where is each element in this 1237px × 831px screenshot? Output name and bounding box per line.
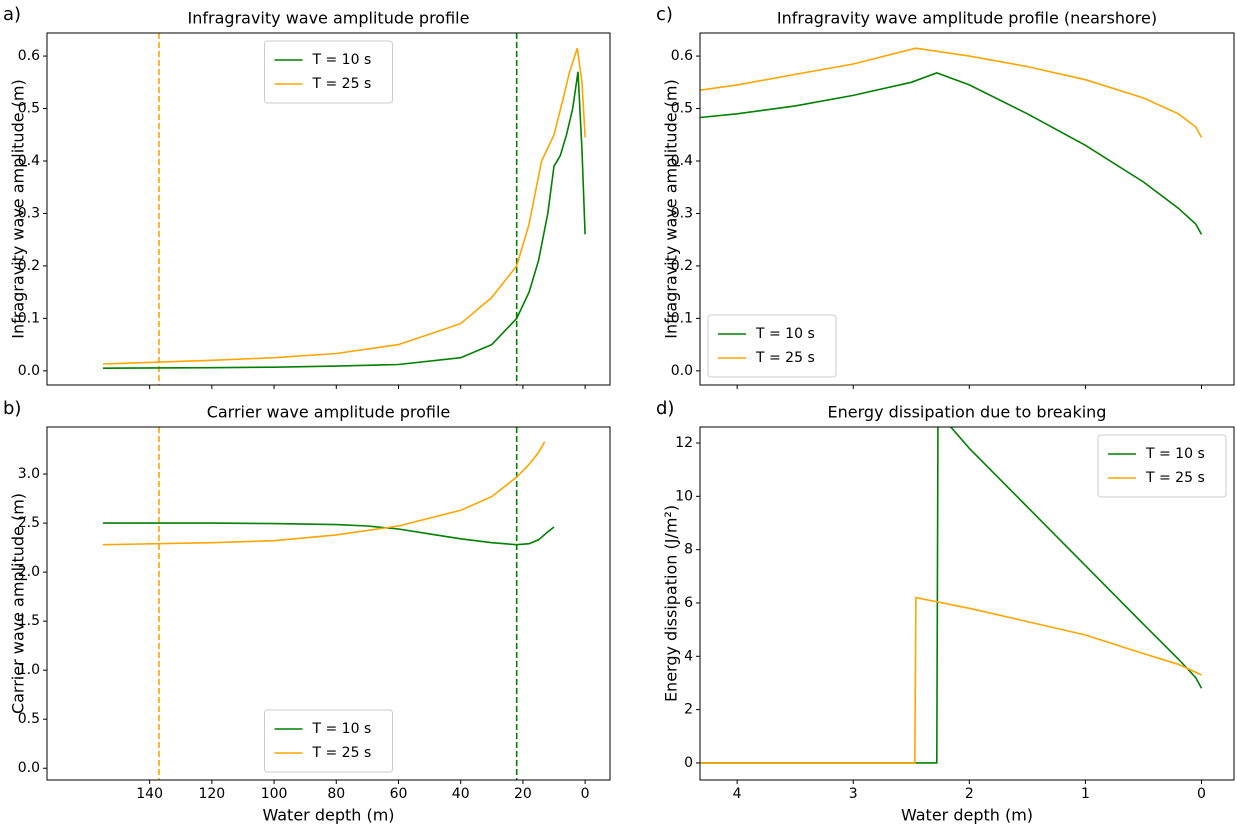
- legend-box: [264, 709, 393, 773]
- y-tick-label: 0.0: [671, 363, 693, 379]
- y-tick-label: 4: [684, 648, 693, 664]
- x-tick-label: 0: [1197, 786, 1206, 802]
- legend-label: T = 10 s: [312, 52, 372, 68]
- legend-box: [707, 314, 837, 378]
- y-tick-label: 2: [684, 702, 693, 718]
- y-tick-label: 3.0: [18, 466, 40, 482]
- subplot: a) Infragravity wave amplitude profile Inf…: [3, 4, 611, 389]
- subplot: b) Carrier wave amplitude profile Carrier …: [3, 398, 611, 825]
- x-tick-label: 20: [514, 786, 532, 802]
- x-axis-label: Water depth (m): [901, 806, 1033, 825]
- y-tick-label: 2.0: [18, 564, 40, 580]
- y-tick-label: 8: [684, 542, 693, 558]
- legend-label: T = 25 s: [755, 350, 815, 366]
- plot-area: [102, 427, 555, 780]
- panel-label: d): [656, 398, 674, 419]
- x-tick-label: 140: [136, 786, 163, 802]
- y-tick-label: 0: [684, 755, 693, 771]
- y-tick-label: 10: [675, 488, 693, 504]
- x-tick-label: 3: [849, 786, 858, 802]
- series-line: [700, 596, 1202, 764]
- x-tick-label: 100: [261, 786, 288, 802]
- legend-box: [264, 40, 393, 104]
- y-tick-label: 6: [684, 595, 693, 611]
- y-tick-label: 0.2: [671, 258, 693, 274]
- y-axis-label: Energy dissipation (J/m²): [662, 505, 681, 702]
- subplot-title: Infragravity wave amplitude profile (nea…: [777, 9, 1157, 28]
- y-tick-label: 0.0: [18, 363, 40, 379]
- legend-label: T = 25 s: [1145, 470, 1205, 486]
- y-tick-label: 1.0: [18, 662, 40, 678]
- legend-label: T = 10 s: [755, 326, 815, 342]
- subplot-title: Energy dissipation due to breaking: [828, 403, 1107, 422]
- legend-box: [1097, 434, 1227, 498]
- y-tick-label: 0.3: [671, 205, 693, 221]
- axes-frame: [46, 32, 611, 386]
- series-line: [103, 522, 555, 546]
- x-tick-label: 60: [390, 786, 408, 802]
- x-tick-label: 80: [327, 786, 345, 802]
- subplot: c) Infragravity wave amplitude profile (n…: [656, 4, 1235, 389]
- panel-label: c): [656, 4, 673, 25]
- series-line: [700, 72, 1203, 235]
- series-line: [102, 71, 586, 369]
- series-line: [102, 441, 546, 546]
- y-tick-label: 0.5: [671, 101, 693, 117]
- x-axis-label: Water depth (m): [262, 806, 394, 825]
- y-axis-label: Infragravity wave amplitude (m): [662, 79, 681, 338]
- axes-frame: [46, 426, 611, 781]
- subplot-title: Infragravity wave amplitude profile: [188, 9, 470, 28]
- y-tick-label: 0.5: [18, 711, 40, 727]
- legend-label: T = 25 s: [312, 745, 372, 761]
- series-line: [700, 47, 1203, 138]
- y-tick-label: 2.5: [18, 515, 40, 531]
- y-axis-label: Carrier wave amplitude (m): [9, 493, 28, 714]
- plot-area: [700, 427, 1203, 764]
- subplot: d) Energy dissipation due to breaking Ener…: [656, 398, 1235, 825]
- y-tick-label: 0.6: [671, 48, 693, 64]
- x-tick-label: 1: [1081, 786, 1090, 802]
- x-tick-label: 4: [733, 786, 742, 802]
- subplot-title: Carrier wave amplitude profile: [207, 403, 451, 422]
- y-axis-label: Infragravity wave amplitude (m): [9, 79, 28, 338]
- y-tick-label: 12: [675, 435, 693, 451]
- plot-area: [700, 47, 1203, 235]
- y-tick-label: 0.0: [18, 760, 40, 776]
- y-tick-label: 0.2: [18, 258, 40, 274]
- x-tick-label: 40: [452, 786, 470, 802]
- legend-label: T = 25 s: [312, 76, 372, 92]
- y-tick-label: 0.1: [18, 310, 40, 326]
- x-tick-label: 2: [965, 786, 974, 802]
- y-tick-label: 0.3: [18, 205, 40, 221]
- y-tick-label: 0.4: [671, 153, 693, 169]
- panel-label: b): [3, 398, 21, 419]
- y-tick-label: 0.5: [18, 101, 40, 117]
- plot-area: [102, 33, 586, 385]
- x-tick-label: 0: [581, 786, 590, 802]
- y-tick-label: 0.1: [671, 310, 693, 326]
- legend-label: T = 10 s: [312, 721, 372, 737]
- y-tick-label: 1.5: [18, 613, 40, 629]
- axes-frame: [699, 426, 1235, 781]
- legend-label: T = 10 s: [1145, 446, 1205, 462]
- panel-label: a): [3, 4, 21, 25]
- series-line: [102, 47, 586, 365]
- axes-frame: [699, 32, 1235, 386]
- y-tick-label: 0.4: [18, 153, 40, 169]
- y-tick-label: 0.6: [18, 48, 40, 64]
- x-tick-label: 120: [198, 786, 225, 802]
